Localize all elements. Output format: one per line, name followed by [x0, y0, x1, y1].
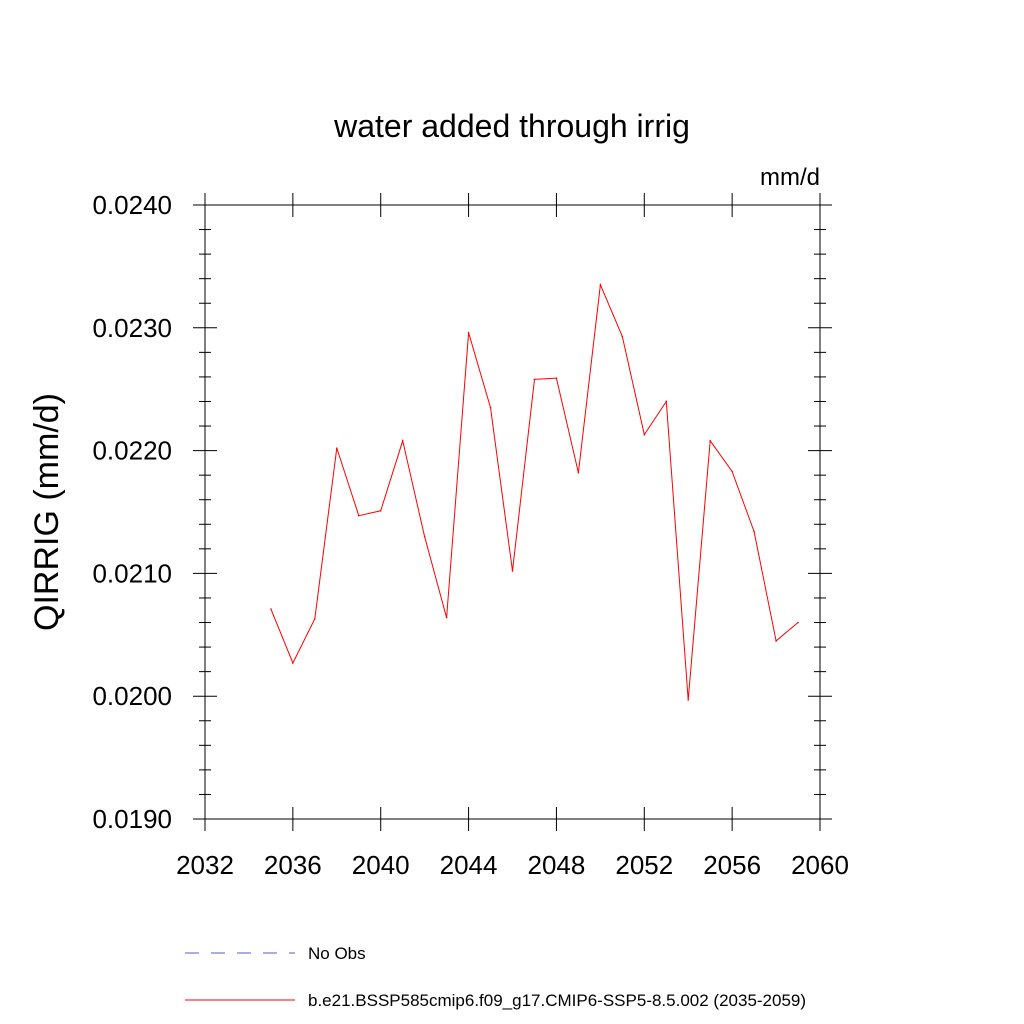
data-point [357, 514, 360, 517]
data-point [775, 640, 777, 642]
data-point [797, 621, 799, 624]
data-point [292, 662, 294, 664]
series-line [270, 282, 799, 700]
data-point [314, 618, 316, 620]
data-point [401, 439, 404, 442]
data-point [489, 406, 492, 409]
y-axis-label: QIRRIG (mm/d) [28, 393, 66, 631]
x-tick-label: 2052 [615, 850, 673, 880]
data-point [687, 699, 690, 701]
y-tick-label: 0.0220 [92, 436, 172, 466]
x-tick-label: 2060 [791, 850, 849, 880]
plot-frame [204, 204, 821, 820]
data-point [555, 377, 558, 379]
data-point [511, 570, 514, 572]
data-point [445, 616, 448, 619]
data-point [753, 530, 755, 533]
data-point [643, 433, 646, 436]
data-point [577, 471, 580, 474]
data-point [731, 470, 733, 473]
x-tick-labels: 2032 2036 2040 2044 2048 2052 2056 2060 [176, 850, 849, 880]
x-tick-label: 2040 [352, 850, 410, 880]
x-tick-label: 2056 [703, 850, 761, 880]
data-point [335, 447, 338, 449]
axis-ticks [193, 193, 832, 831]
data-point [379, 509, 382, 512]
legend-label-no-obs: No Obs [308, 944, 366, 963]
legend-label-series: b.e21.BSSP585cmip6.f09_g17.CMIP6-SSP5-8.… [308, 991, 806, 1010]
y-tick-label: 0.0190 [92, 804, 172, 834]
legend: No Obs b.e21.BSSP585cmip6.f09_g17.CMIP6-… [185, 944, 806, 1010]
data-point [423, 535, 426, 538]
data-point [621, 335, 624, 338]
series-layer [270, 282, 799, 701]
data-point [533, 378, 536, 381]
data-point [270, 608, 272, 610]
data-point [709, 439, 711, 442]
data-point [599, 284, 602, 286]
y-tick-label: 0.0240 [92, 190, 172, 220]
data-point [665, 400, 668, 403]
x-tick-label: 2048 [528, 850, 586, 880]
x-tick-label: 2032 [176, 850, 234, 880]
y-tick-label: 0.0230 [92, 313, 172, 343]
units-label: mm/d [760, 164, 820, 191]
y-tick-label: 0.0200 [92, 681, 172, 711]
y-tick-labels: 0.0190 0.0200 0.0210 0.0220 0.0230 0.0240 [92, 190, 172, 834]
x-tick-label: 2044 [440, 850, 498, 880]
chart-title: water added through irrig [333, 108, 690, 144]
y-tick-label: 0.0210 [92, 558, 172, 588]
x-tick-label: 2036 [264, 850, 322, 880]
data-point [467, 331, 470, 334]
